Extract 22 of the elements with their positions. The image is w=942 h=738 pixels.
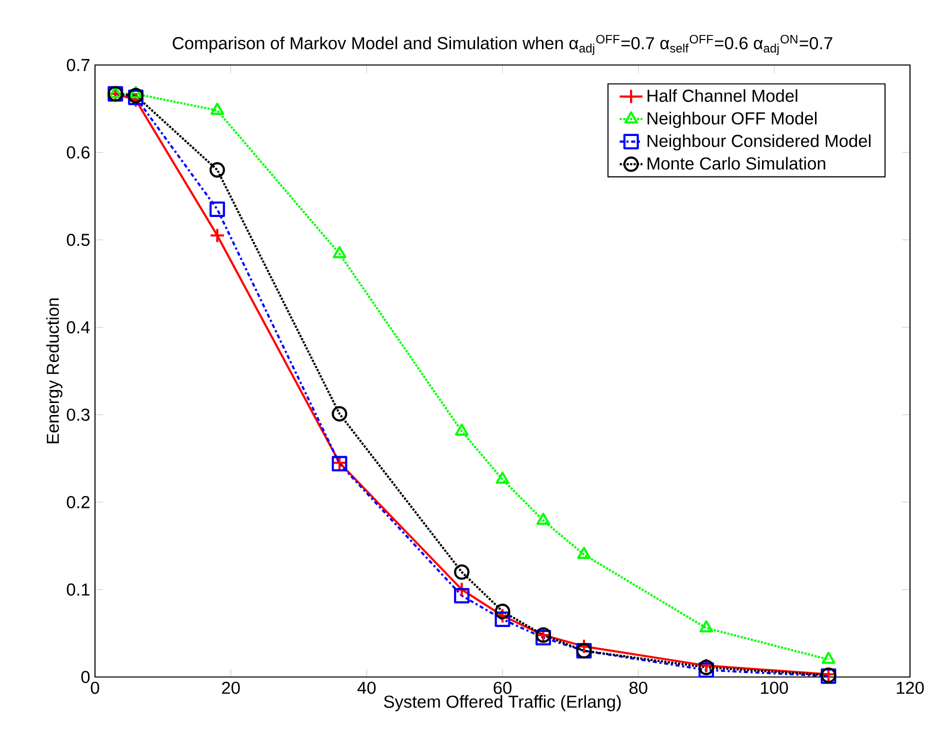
y-tick-label: 0.3 [66, 408, 90, 421]
x-tick-label: 80 [629, 682, 648, 694]
x-tick-label: 20 [222, 682, 240, 694]
legend-label: Half Channel Model [648, 89, 798, 102]
x-tick-label: 120 [896, 682, 924, 694]
y-tick-label: 0.1 [66, 583, 90, 596]
chart-title: Comparison of Markov Model and Simulation when α$_{adj}$$^{OFF}$=0.7 α$_{self}$$^{OFF}$=0.6 α$_{adj}$$^{ON}$=0.7 [172, 34, 832, 55]
y-tick-label: 0.2 [66, 496, 90, 508]
y-tick-label: 0.5 [66, 234, 90, 246]
y-tick-label: 0 [81, 670, 90, 684]
x-axis-title: System Offered Traffic (Erlang) [384, 695, 621, 712]
y-tick-label: 0.6 [66, 146, 90, 159]
y-axis-title: Eenergy Reduction [46, 298, 62, 444]
x-tick-label: 100 [761, 682, 788, 694]
legend-label: Neighbour Considered Model [648, 134, 870, 150]
y-tick-label: 0.7 [66, 58, 90, 72]
legend-label: Monte Carlo Simulation [648, 156, 826, 170]
legend-label: Neighbour OFF Model [648, 112, 817, 128]
x-tick-label: 0 [90, 682, 100, 694]
y-tick-label: 0.4 [66, 321, 90, 334]
x-tick-label: 60 [494, 682, 512, 694]
x-tick-label: 40 [357, 682, 376, 694]
